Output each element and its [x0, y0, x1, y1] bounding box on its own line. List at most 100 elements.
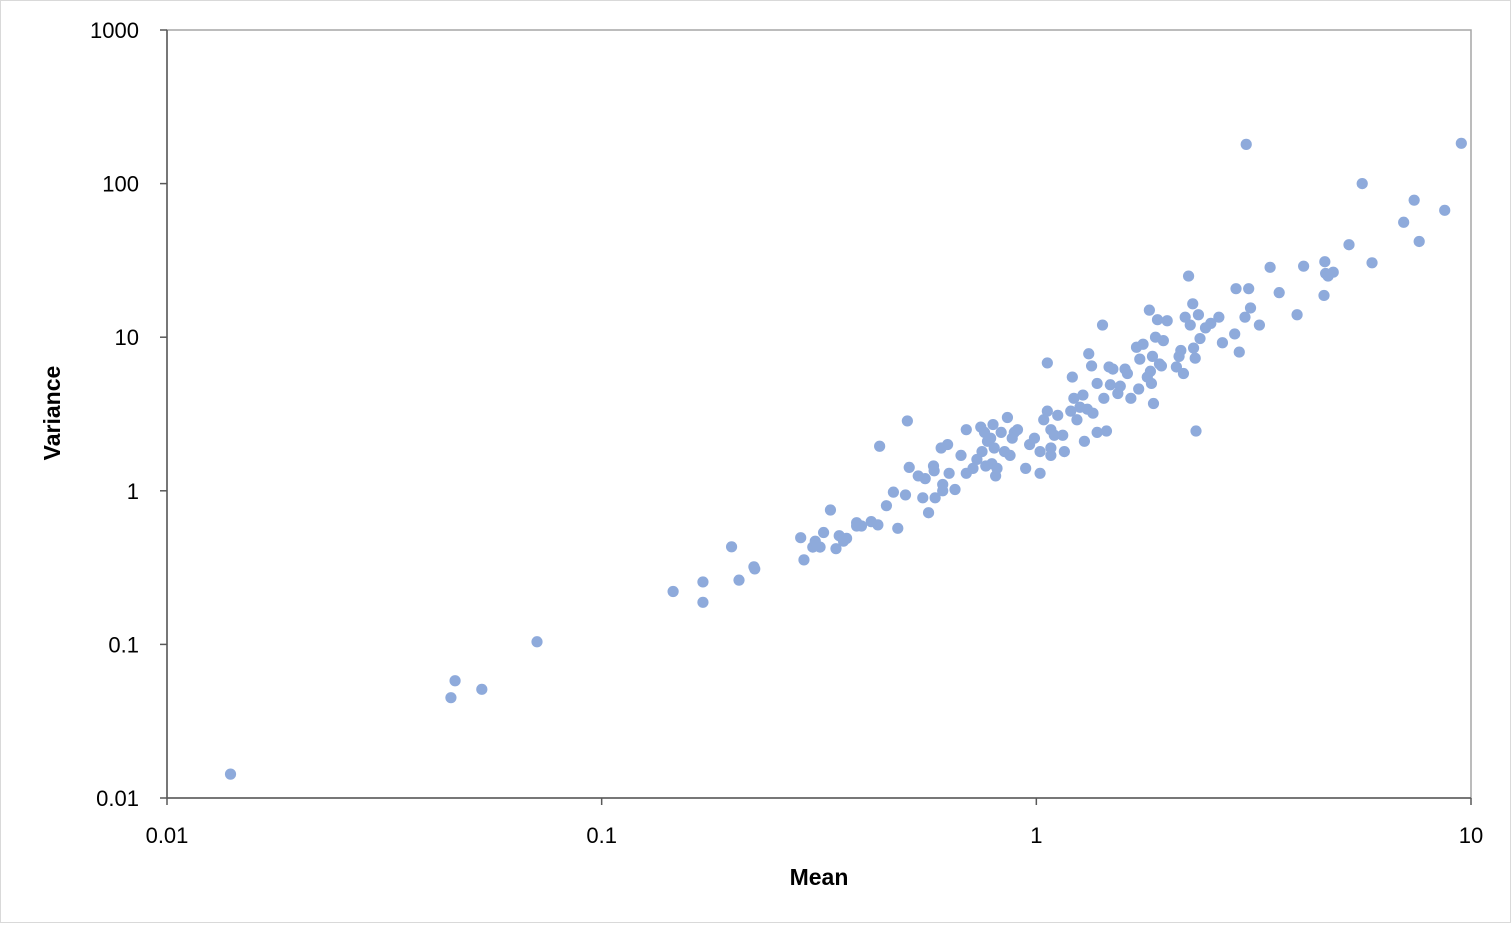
data-point — [1190, 425, 1202, 437]
data-point — [1244, 302, 1257, 314]
x-tick-label: 0.01 — [146, 823, 189, 848]
data-point — [917, 492, 929, 504]
tick-labels: 0.01 0.1 1 10 0.01 0.1 1 10 100 1000 — [90, 18, 1483, 848]
data-point — [725, 541, 738, 553]
data-point — [1205, 317, 1217, 329]
data-point — [929, 492, 941, 504]
data-point — [943, 467, 955, 479]
data-point — [874, 440, 886, 452]
data-point — [1187, 298, 1199, 310]
data-point — [830, 543, 842, 555]
data-point — [1071, 414, 1083, 426]
x-tick-label: 10 — [1459, 823, 1483, 848]
data-point — [1045, 442, 1057, 454]
data-point — [1291, 309, 1303, 321]
data-point — [1068, 392, 1080, 404]
data-point — [1413, 235, 1425, 248]
data-point — [1114, 380, 1126, 392]
data-point — [960, 424, 972, 436]
data-point — [1077, 389, 1089, 401]
data-point — [901, 415, 913, 427]
y-tick-label: 100 — [102, 172, 139, 197]
data-point — [903, 461, 915, 474]
data-point — [1107, 363, 1119, 375]
x-tick-label: 1 — [1030, 823, 1042, 848]
data-point — [1366, 257, 1378, 269]
data-point — [1327, 266, 1339, 278]
data-point — [987, 418, 999, 431]
data-point — [1038, 414, 1050, 426]
data-point — [1066, 371, 1078, 383]
data-point — [1146, 350, 1159, 362]
data-point — [1243, 283, 1255, 295]
data-points — [224, 137, 1467, 780]
y-tick-label: 10 — [115, 325, 139, 350]
data-point — [667, 585, 679, 598]
data-point — [1216, 337, 1229, 349]
data-point — [976, 445, 988, 458]
data-point — [995, 426, 1007, 438]
data-point — [1229, 328, 1241, 340]
data-point — [1087, 407, 1099, 419]
data-point — [1319, 256, 1331, 268]
data-point — [1213, 311, 1225, 323]
data-point — [1147, 397, 1160, 410]
data-point — [1408, 194, 1420, 206]
data-point — [872, 519, 884, 531]
data-point — [445, 692, 457, 704]
data-point — [922, 507, 935, 519]
data-point — [1144, 365, 1157, 377]
data-point — [1001, 411, 1014, 424]
data-point — [880, 500, 893, 512]
data-point — [1182, 270, 1195, 282]
data-point — [1455, 137, 1467, 149]
data-point — [1041, 405, 1053, 417]
data-point — [840, 532, 853, 544]
data-point — [1273, 287, 1285, 299]
data-point — [1078, 435, 1091, 447]
data-point — [1157, 335, 1169, 347]
data-point — [887, 486, 900, 498]
data-point — [1020, 462, 1032, 474]
data-point — [1184, 319, 1196, 331]
data-point — [1298, 260, 1310, 272]
data-point — [697, 576, 709, 588]
data-point — [1034, 467, 1046, 479]
plot-area-border — [166, 29, 1472, 799]
data-point — [697, 596, 709, 608]
data-point — [798, 554, 810, 566]
data-point — [1233, 346, 1245, 358]
data-point — [1439, 204, 1451, 216]
x-axis-title: Mean — [790, 864, 849, 890]
data-point — [1356, 178, 1368, 190]
data-point — [1052, 409, 1064, 421]
data-point — [892, 522, 904, 534]
data-point — [1343, 239, 1355, 251]
y-tick-label: 0.01 — [96, 786, 139, 811]
data-point — [1004, 449, 1016, 462]
data-point — [1091, 426, 1103, 438]
data-point — [949, 483, 961, 496]
data-point — [1011, 424, 1024, 436]
data-point — [967, 462, 979, 474]
data-point — [1065, 405, 1077, 417]
data-point — [1170, 361, 1182, 373]
data-point — [1187, 342, 1200, 354]
data-point — [988, 442, 1000, 454]
y-tick-label: 1 — [127, 479, 139, 504]
data-point — [1100, 425, 1113, 437]
y-tick-label: 1000 — [90, 18, 139, 43]
data-point — [1083, 348, 1095, 360]
data-point — [899, 489, 912, 501]
data-point — [824, 504, 837, 516]
data-point — [1057, 429, 1069, 441]
data-point — [795, 532, 807, 544]
data-point — [1253, 319, 1266, 331]
data-point — [1028, 432, 1041, 444]
data-point — [1398, 216, 1410, 228]
data-point — [1034, 445, 1046, 458]
data-point — [1085, 360, 1098, 372]
data-point — [1134, 353, 1146, 365]
x-tick-label: 0.1 — [586, 823, 617, 848]
